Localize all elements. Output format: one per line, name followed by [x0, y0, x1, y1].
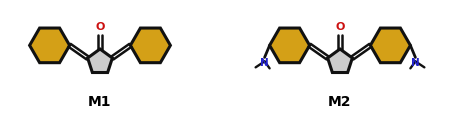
Text: N: N — [260, 58, 269, 68]
Text: O: O — [95, 22, 105, 33]
Polygon shape — [88, 49, 112, 73]
Polygon shape — [370, 28, 410, 63]
Polygon shape — [328, 49, 352, 73]
Text: M1: M1 — [88, 95, 112, 109]
Text: O: O — [335, 22, 345, 33]
Text: N: N — [411, 58, 420, 68]
Text: M2: M2 — [328, 95, 352, 109]
Polygon shape — [130, 28, 170, 63]
Polygon shape — [29, 28, 70, 63]
Polygon shape — [270, 28, 310, 63]
